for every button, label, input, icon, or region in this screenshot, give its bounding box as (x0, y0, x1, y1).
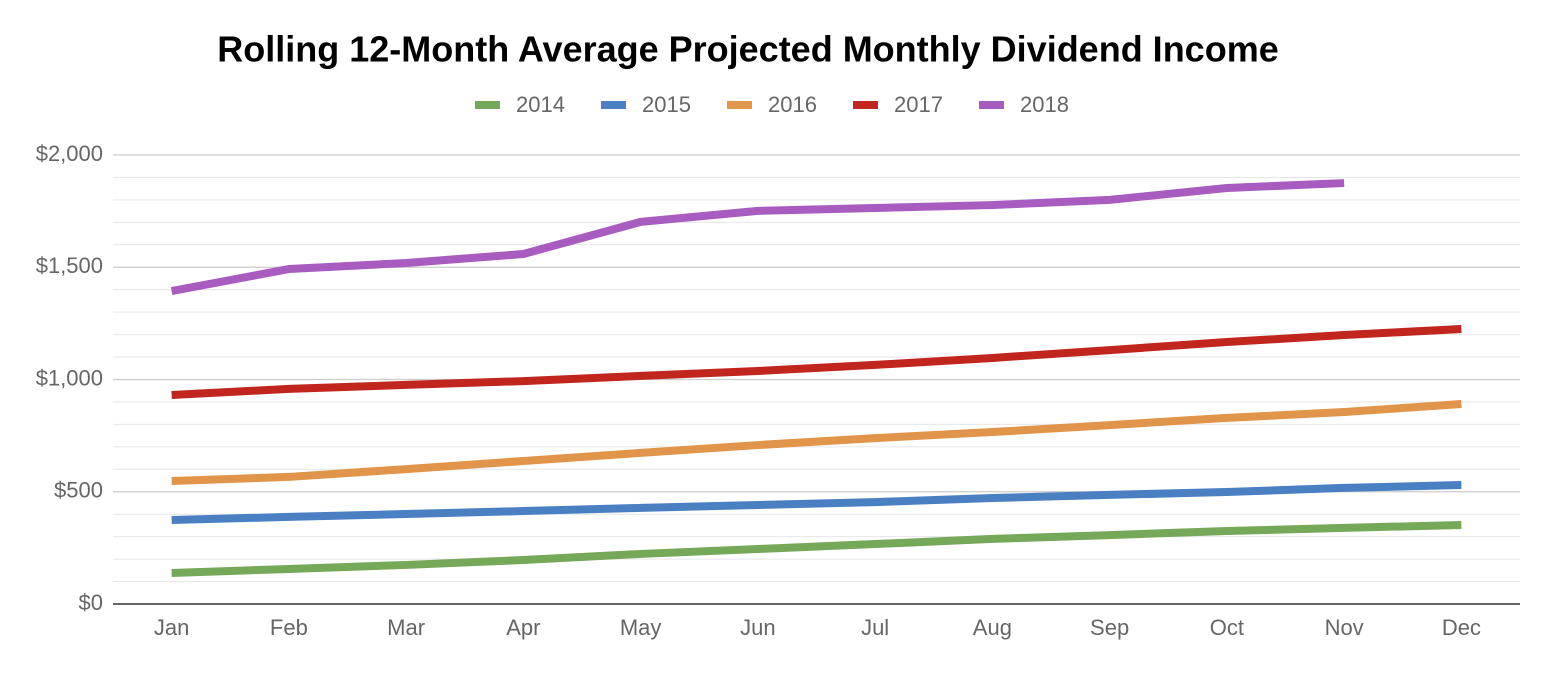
x-tick-label: Feb (270, 615, 308, 640)
x-tick-label: Nov (1325, 615, 1364, 640)
x-tick-label: Apr (506, 615, 540, 640)
y-tick-label: $1,000 (36, 365, 103, 390)
x-tick-label: Aug (973, 615, 1012, 640)
x-tick-label: Dec (1442, 615, 1481, 640)
legend-label: 2016 (768, 92, 817, 117)
series-line (170, 179, 1345, 295)
x-tick-label: Oct (1210, 615, 1244, 640)
x-tick-label: Jan (154, 615, 189, 640)
x-tick-label: May (620, 615, 662, 640)
y-tick-label: $0 (79, 590, 103, 615)
legend-label: 2018 (1020, 92, 1069, 117)
series-line (171, 399, 1462, 485)
x-tick-label: Jun (740, 615, 775, 640)
y-tick-label: $2,000 (36, 141, 103, 166)
series-line (171, 481, 1462, 525)
x-tick-label: Jul (861, 615, 889, 640)
y-tick-label: $1,500 (36, 253, 103, 278)
series-line (171, 520, 1462, 578)
legend-label: 2014 (516, 92, 565, 117)
y-tick-label: $500 (54, 478, 103, 503)
series-line (171, 324, 1462, 399)
legend-label: 2015 (642, 92, 691, 117)
x-tick-label: Mar (387, 615, 425, 640)
chart-title: Rolling 12-Month Average Projected Month… (217, 29, 1278, 70)
legend-label: 2017 (894, 92, 943, 117)
x-tick-label: Sep (1090, 615, 1129, 640)
